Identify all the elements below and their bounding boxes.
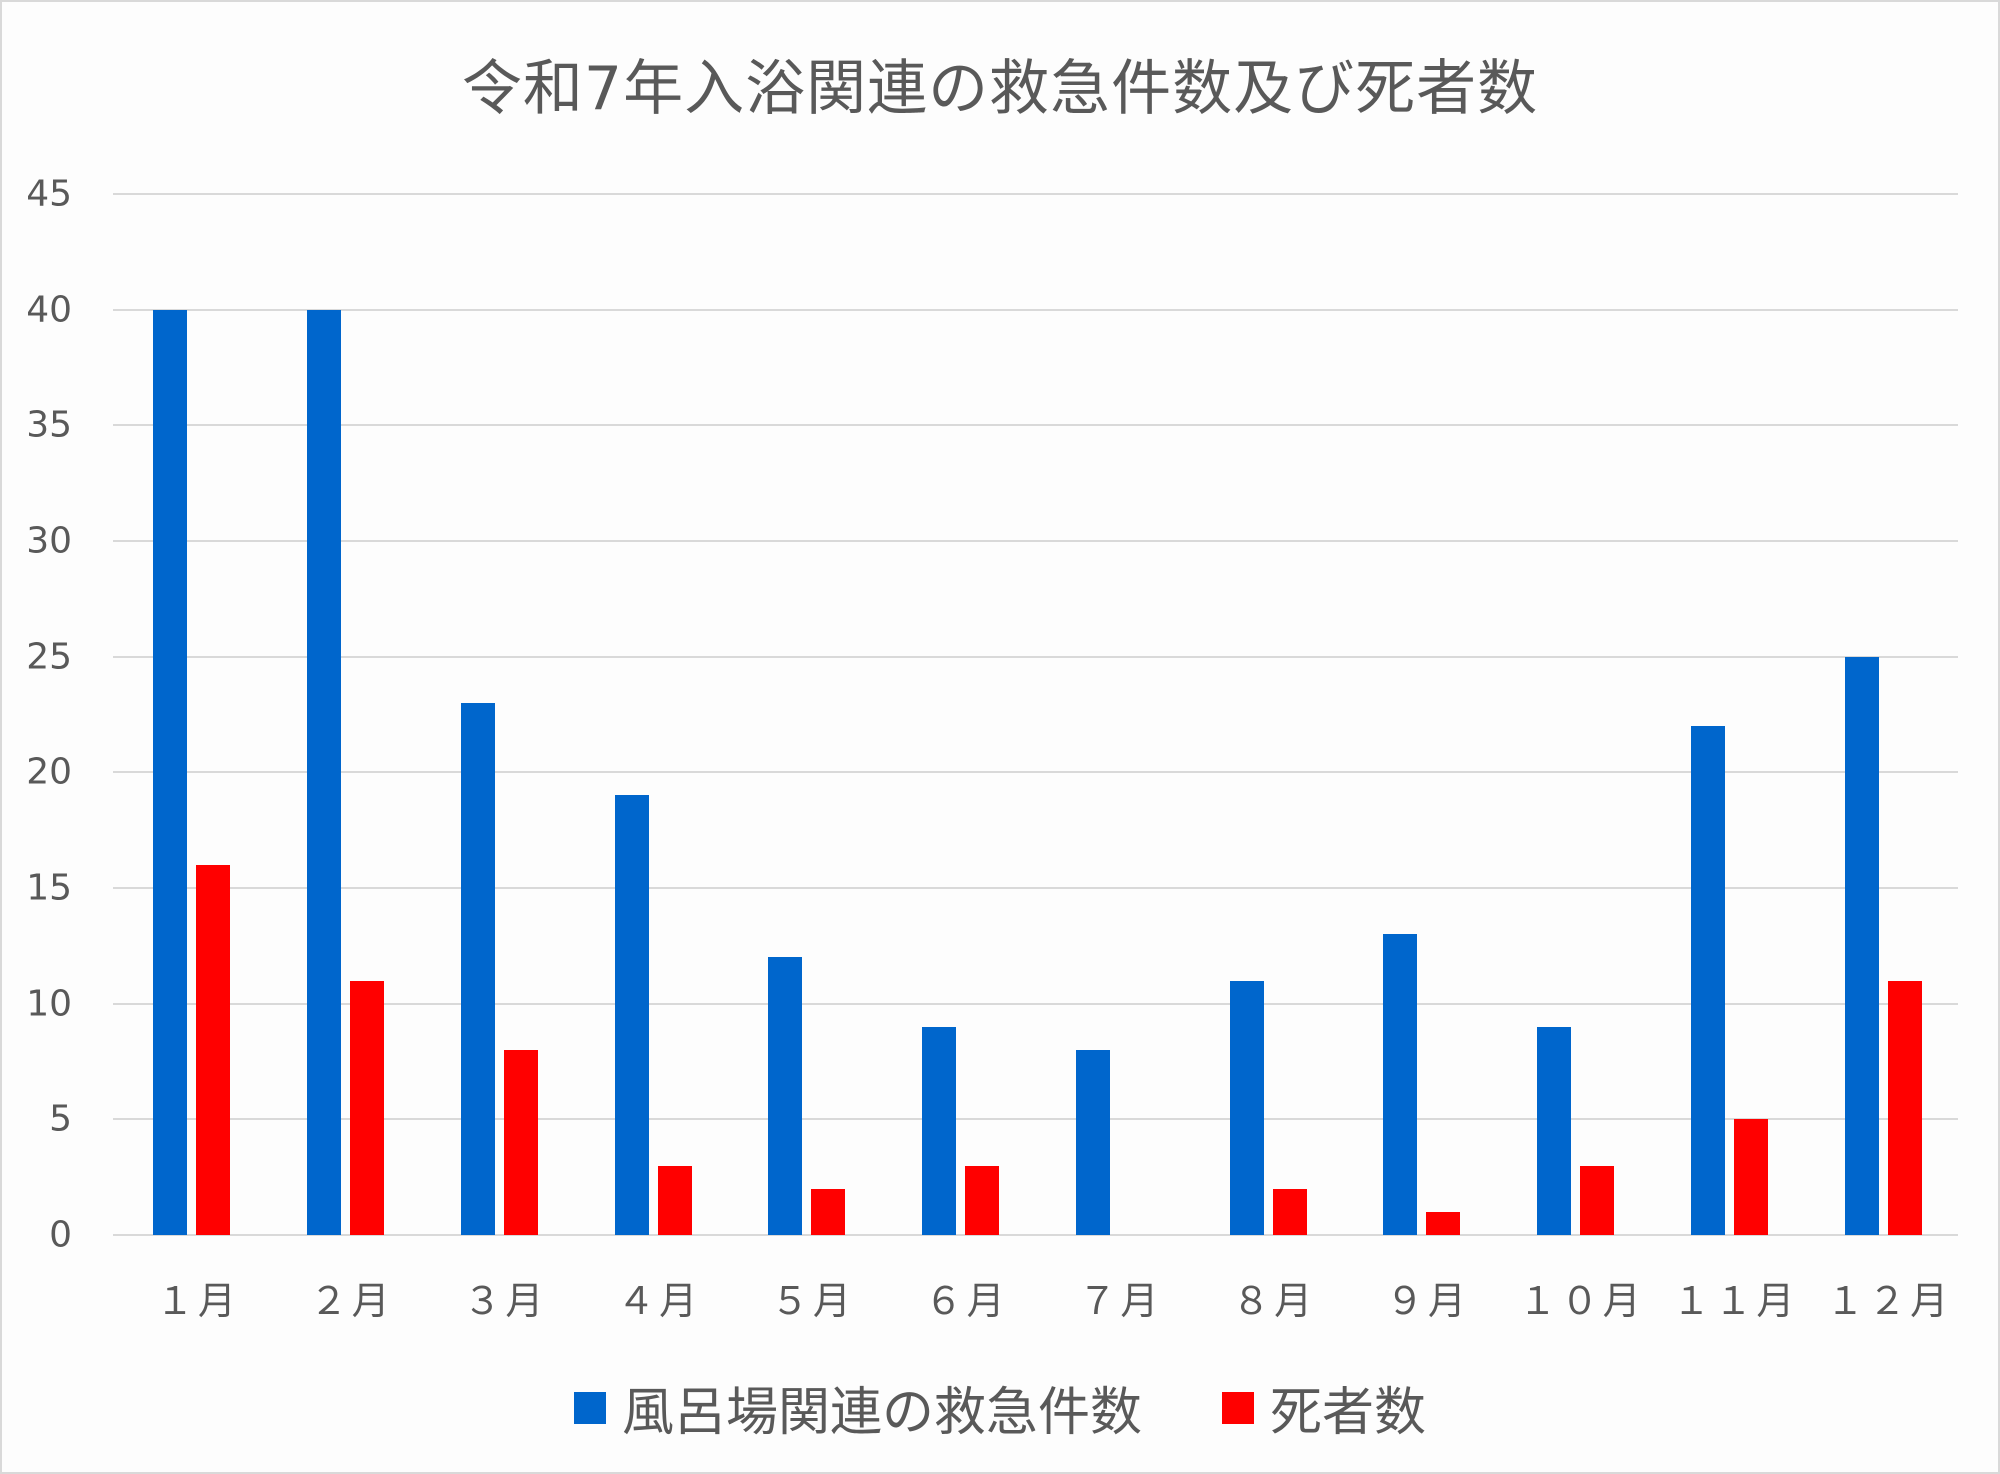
x-tick-label: ６月	[924, 1279, 1009, 1323]
x-tick-label: １１月	[1672, 1279, 1799, 1323]
y-tick-label: 5	[49, 1098, 72, 1140]
bar-emergency	[1690, 726, 1725, 1235]
bar-deaths	[350, 980, 385, 1235]
chart-title: 令和7年入浴関連の救急件数及び死者数	[461, 54, 1539, 124]
y-tick-label: 10	[26, 983, 72, 1025]
bar-emergency	[1537, 1026, 1572, 1235]
gridline	[113, 193, 1958, 195]
plot-area	[113, 193, 1958, 1236]
x-tick-label: ９月	[1385, 1279, 1470, 1323]
gridline	[113, 308, 1958, 311]
bar-emergency	[460, 702, 495, 1235]
y-tick-label: 40	[26, 289, 72, 331]
bar-emergency	[153, 309, 188, 1235]
bar-deaths	[1887, 980, 1922, 1235]
y-tick-label: 30	[26, 520, 72, 562]
gridline	[113, 887, 1958, 889]
gridline	[113, 1002, 1958, 1005]
legend-item-deaths: 死者数	[1222, 1370, 1426, 1445]
bar-emergency	[922, 1026, 957, 1235]
bar-deaths	[657, 1165, 692, 1235]
x-tick-label: １月	[155, 1279, 240, 1323]
gridline	[113, 771, 1958, 774]
x-tick-label: １２月	[1826, 1279, 1953, 1323]
y-tick-label: 45	[26, 173, 72, 215]
legend-label-deaths: 死者数	[1270, 1383, 1427, 1443]
gridline	[113, 1118, 1958, 1121]
legend-item-emergency: 風呂場関連の救急件数	[573, 1370, 1142, 1445]
gridline	[113, 1234, 1958, 1236]
bar-emergency	[1075, 1049, 1110, 1235]
y-tick-label: 0	[49, 1214, 72, 1256]
x-tick-label: ２月	[309, 1279, 394, 1323]
legend-swatch-red	[1222, 1391, 1254, 1424]
y-tick-label: 20	[26, 751, 72, 793]
bar-deaths	[503, 1049, 538, 1235]
bar-emergency	[1844, 656, 1879, 1235]
bar-deaths	[1272, 1188, 1307, 1235]
x-tick-label: ４月	[617, 1279, 702, 1323]
x-tick-label: ８月	[1232, 1279, 1317, 1323]
x-tick-label: １０月	[1518, 1279, 1645, 1323]
legend: 風呂場関連の救急件数 死者数	[0, 1370, 2000, 1445]
bar-deaths	[811, 1188, 846, 1235]
bar-deaths	[965, 1165, 1000, 1235]
bar-deaths	[1580, 1165, 1615, 1235]
bar-deaths	[1733, 1119, 1768, 1235]
bar-deaths	[196, 864, 231, 1235]
x-tick-label: ７月	[1078, 1279, 1163, 1323]
bar-deaths	[1426, 1211, 1461, 1235]
bar-emergency	[1383, 934, 1418, 1235]
bar-emergency	[614, 795, 649, 1235]
legend-label-emergency: 風呂場関連の救急件数	[621, 1383, 1142, 1443]
x-tick-label: ５月	[770, 1279, 855, 1323]
gridline	[113, 655, 1958, 658]
gridline	[113, 424, 1958, 427]
x-axis: １月 ２月 ３月 ４月 ５月 ６月 ７月 ８月 ９月 １０月 １１月 １２月	[113, 1270, 1958, 1323]
bar-emergency	[768, 957, 803, 1235]
legend-swatch-blue	[573, 1391, 606, 1424]
bar-emergency	[307, 309, 342, 1235]
y-tick-label: 15	[26, 867, 72, 909]
x-tick-label: ３月	[463, 1279, 548, 1323]
y-tick-label: 25	[26, 636, 72, 678]
bar-emergency	[1229, 980, 1264, 1235]
gridline	[113, 540, 1958, 542]
y-tick-label: 35	[26, 404, 72, 446]
